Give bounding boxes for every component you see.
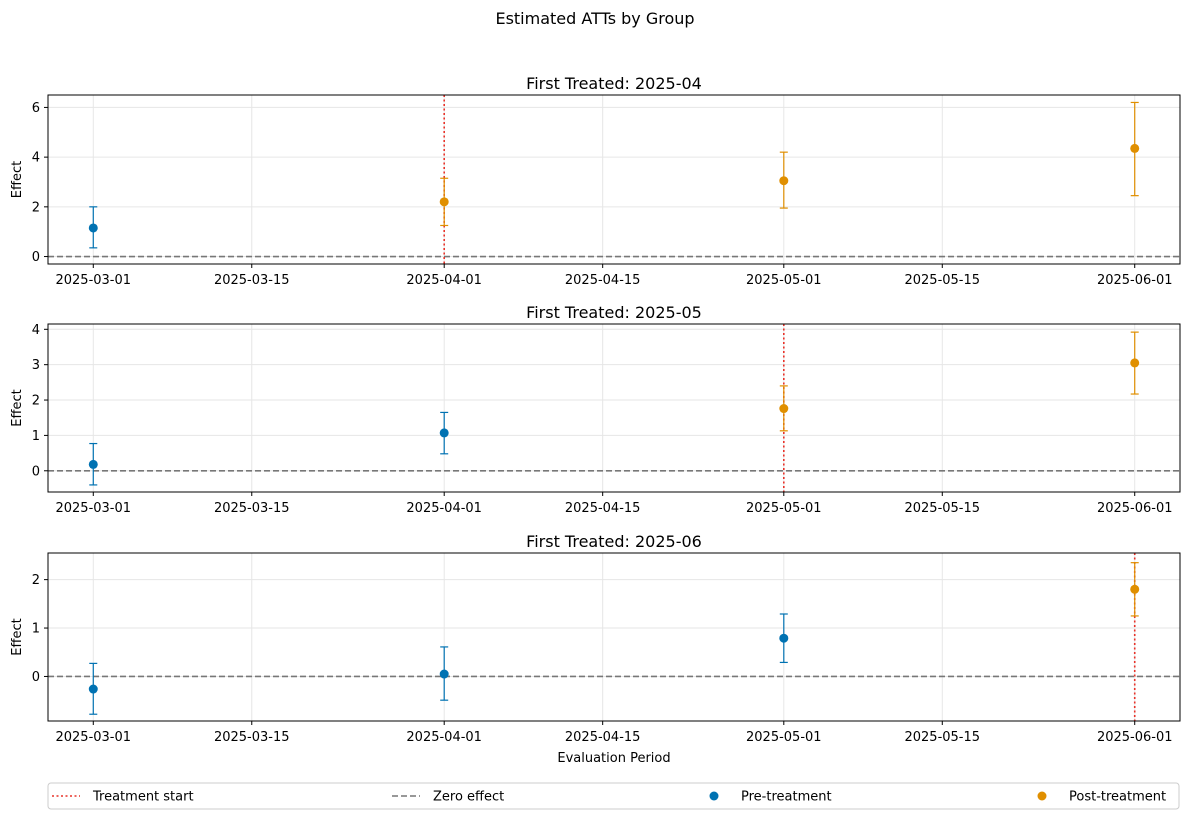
post-treatment-point <box>1130 562 1140 617</box>
pre-treatment-point <box>779 613 789 664</box>
figure-title: Estimated ATTs by Group <box>495 9 694 28</box>
x-tick-label: 2025-05-01 <box>746 730 822 745</box>
subplot-title: First Treated: 2025-04 <box>526 74 702 93</box>
x-tick-label: 2025-05-01 <box>746 501 822 516</box>
x-tick-label: 2025-05-15 <box>904 273 980 288</box>
y-axis-label: Effect <box>10 161 25 198</box>
estimate-marker <box>1130 358 1140 368</box>
legend-entry: Post-treatment <box>1037 790 1166 805</box>
x-tick-label: 2025-04-15 <box>565 273 641 288</box>
axes-frame <box>47 552 1181 722</box>
pre-treatment-point <box>88 442 98 486</box>
y-tick-label: 6 <box>32 101 40 116</box>
pre-treatment-point <box>439 411 449 455</box>
y-tick-label: 4 <box>32 151 40 166</box>
y-tick-label: 0 <box>32 464 40 479</box>
estimate-marker <box>88 684 98 694</box>
x-tick-label: 2025-05-15 <box>904 501 980 516</box>
y-tick-label: 0 <box>32 250 40 265</box>
pre-treatment-point <box>88 662 98 715</box>
chart-legend: Treatment start Zero effect Pre-treatment P… <box>47 782 1180 810</box>
subplot-3: 2025-03-01 2025-03-15 2025-04-01 2025-04-15… <box>10 532 1181 766</box>
legend-entry: Treatment start <box>52 790 194 805</box>
subplot-title: First Treated: 2025-05 <box>526 303 702 322</box>
estimate-marker <box>439 669 449 679</box>
axes-frame <box>47 94 1181 265</box>
y-tick-label: 2 <box>32 573 40 588</box>
x-tick-label: 2025-04-15 <box>565 501 641 516</box>
legend-swatch <box>709 791 719 801</box>
legend-label: Post-treatment <box>1069 790 1166 805</box>
x-tick-label: 2025-03-15 <box>214 501 290 516</box>
x-axis-label: Evaluation Period <box>557 751 670 766</box>
estimate-marker <box>779 404 789 414</box>
x-tick-label: 2025-05-15 <box>904 730 980 745</box>
legend-frame <box>47 782 1180 810</box>
post-treatment-point <box>779 385 789 432</box>
post-treatment-point <box>439 177 449 227</box>
estimate-marker <box>1130 143 1140 153</box>
estimate-marker <box>88 459 98 469</box>
post-treatment-point <box>1130 101 1140 197</box>
legend-label: Zero effect <box>433 790 504 805</box>
x-tick-label: 2025-04-01 <box>406 273 482 288</box>
y-tick-label: 2 <box>32 394 40 409</box>
pre-treatment-point <box>439 646 449 701</box>
x-tick-label: 2025-06-01 <box>1097 501 1173 516</box>
subplot-title: First Treated: 2025-06 <box>526 532 702 551</box>
y-tick-label: 2 <box>32 200 40 215</box>
legend-entry: Pre-treatment <box>709 790 832 805</box>
estimate-marker <box>439 428 449 438</box>
post-treatment-point <box>779 151 789 209</box>
x-tick-label: 2025-03-01 <box>55 501 131 516</box>
estimate-marker <box>439 197 449 207</box>
x-tick-label: 2025-03-15 <box>214 273 290 288</box>
estimate-marker <box>779 176 789 186</box>
legend-label: Pre-treatment <box>741 790 832 805</box>
x-tick-label: 2025-03-01 <box>55 730 131 745</box>
x-tick-label: 2025-04-15 <box>565 730 641 745</box>
pre-treatment-point <box>88 206 98 249</box>
x-tick-label: 2025-03-01 <box>55 273 131 288</box>
x-tick-label: 2025-06-01 <box>1097 273 1173 288</box>
post-treatment-point <box>1130 331 1140 395</box>
x-tick-label: 2025-04-01 <box>406 501 482 516</box>
legend-label: Treatment start <box>92 790 194 805</box>
axes-frame <box>47 323 1181 493</box>
x-tick-label: 2025-06-01 <box>1097 730 1173 745</box>
estimate-marker <box>779 633 789 643</box>
x-tick-label: 2025-05-01 <box>746 273 822 288</box>
y-tick-label: 4 <box>32 323 40 338</box>
y-tick-label: 3 <box>32 358 40 373</box>
y-tick-label: 1 <box>32 429 40 444</box>
y-tick-label: 1 <box>32 622 40 637</box>
y-axis-label: Effect <box>10 389 25 426</box>
subplot-1: 2025-03-01 2025-03-15 2025-04-01 2025-04-15… <box>10 74 1181 288</box>
chart-panels: 2025-03-01 2025-03-15 2025-04-01 2025-04-15… <box>10 74 1181 766</box>
x-tick-label: 2025-04-01 <box>406 730 482 745</box>
subplot-2: 2025-03-01 2025-03-15 2025-04-01 2025-04-15… <box>10 303 1181 516</box>
legend-entry: Zero effect <box>392 790 504 805</box>
y-axis-label: Effect <box>10 618 25 655</box>
estimate-marker <box>88 223 98 233</box>
x-tick-label: 2025-03-15 <box>214 730 290 745</box>
y-tick-label: 0 <box>32 670 40 685</box>
estimate-marker <box>1130 584 1140 594</box>
legend-swatch <box>1037 791 1047 801</box>
